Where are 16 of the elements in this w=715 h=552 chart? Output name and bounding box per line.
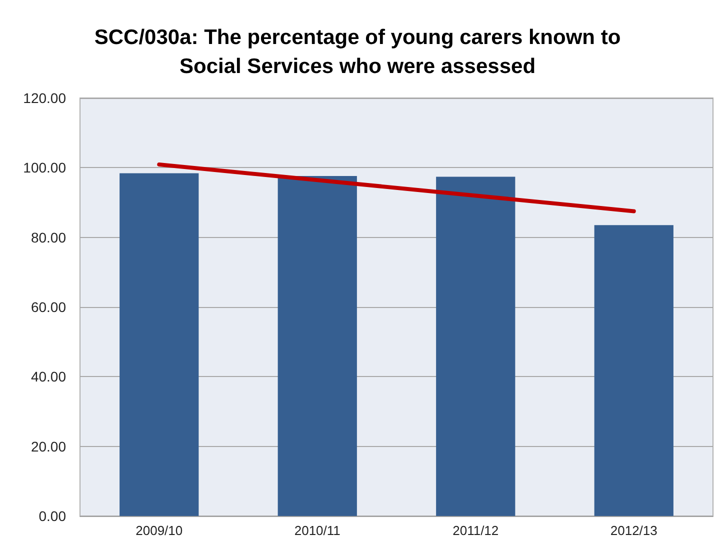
y-tick-label: 60.00: [30, 299, 66, 315]
y-tick-label: 40.00: [30, 368, 66, 385]
y-tick-label: 80.00: [30, 229, 66, 246]
bar: [436, 176, 516, 516]
x-tick-label: 2011/12: [452, 523, 499, 538]
x-tick-label: 2010/11: [294, 523, 340, 538]
x-tick-label: 2012/13: [610, 523, 658, 538]
y-tick-label: 20.00: [30, 438, 66, 454]
x-tick-label: 2009/10: [136, 523, 183, 538]
y-tick-label: 0.00: [38, 508, 66, 524]
y-tick-label: 120.00: [23, 90, 66, 106]
chart-title: SCC/030a: The percentage of young carers known to Social Services who were assessed: [94, 26, 621, 78]
bar: [278, 176, 357, 516]
bar: [594, 225, 674, 516]
y-tick-label: 100.00: [23, 160, 66, 176]
bar: [120, 173, 199, 516]
